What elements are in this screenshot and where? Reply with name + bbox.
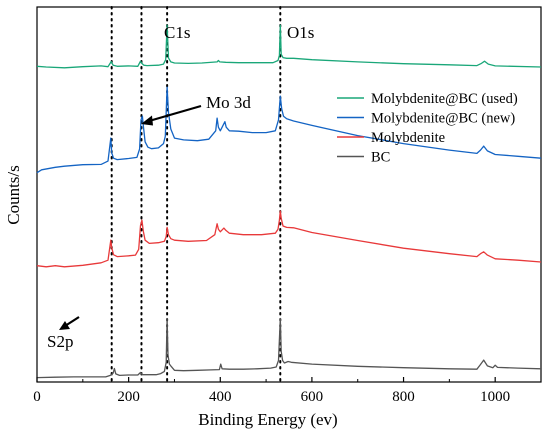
- series-line-3: [36, 317, 542, 379]
- x-tick-label-0: 0: [33, 389, 41, 405]
- x-axis-ticks: 0 200 400 600 800 1000: [33, 377, 510, 405]
- legend-label-2: Molybdenite: [371, 130, 445, 146]
- series-layer: [36, 24, 542, 379]
- x-tick-label-3: 600: [301, 389, 324, 405]
- x-tick-label-5: 1000: [480, 389, 510, 405]
- legend: Molybdenite@BC (used) Molybdenite@BC (new…: [337, 91, 518, 166]
- series-line-0: [36, 24, 542, 69]
- annotation-mo3d: Mo 3d: [206, 93, 251, 112]
- y-axis-label: Counts/s: [4, 165, 23, 225]
- legend-label-3: BC: [371, 150, 390, 166]
- x-axis-label: Binding Energy (ev): [198, 410, 337, 429]
- annotation-o1s: O1s: [287, 23, 314, 42]
- x-tick-label-4: 800: [392, 389, 415, 405]
- legend-label-0: Molybdenite@BC (used): [371, 91, 518, 107]
- s2p-arrow: [59, 316, 80, 330]
- series-line-2: [36, 210, 542, 268]
- annotation-s2p: S2p: [47, 332, 73, 351]
- plot-frame: [36, 6, 542, 383]
- series-line-1: [36, 86, 542, 174]
- legend-label-1: Molybdenite@BC (new): [371, 111, 515, 127]
- x-tick-label-2: 400: [209, 389, 232, 405]
- x-tick-label-1: 200: [117, 389, 140, 405]
- reference-lines: [110, 6, 282, 383]
- annotation-c1s: C1s: [164, 23, 190, 42]
- mo3d-arrow: [141, 104, 202, 126]
